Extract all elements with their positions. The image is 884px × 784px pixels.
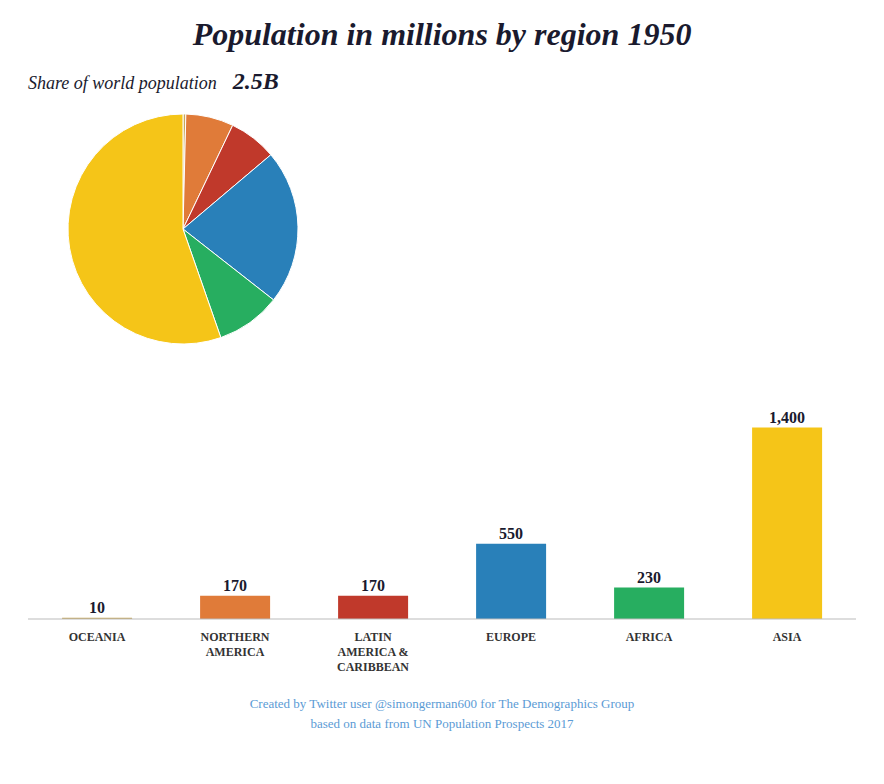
html-text:based on data from UN Populati: based on data from UN Population Prospec… bbox=[310, 716, 574, 731]
svg-text:230: 230 bbox=[637, 569, 661, 586]
svg-text:1,400: 1,400 bbox=[769, 409, 805, 426]
svg-text:NORTHERNAMERICA: NORTHERNAMERICA bbox=[201, 630, 270, 659]
svg-text:LATINAMERICA &CARIBBEAN: LATINAMERICA &CARIBBEAN bbox=[337, 630, 409, 674]
svg-text:OCEANIA: OCEANIA bbox=[69, 630, 126, 644]
svg-text:EUROPE: EUROPE bbox=[486, 630, 536, 644]
html-text:2.5B: 2.5B bbox=[232, 68, 279, 94]
svg-text:10: 10 bbox=[89, 599, 105, 616]
html-text:Share of world population: Share of world population bbox=[28, 73, 217, 93]
svg-text:AFRICA: AFRICA bbox=[626, 630, 673, 644]
html-text:Created by Twitter user @simon: Created by Twitter user @simongerman600 … bbox=[249, 696, 635, 711]
svg-text:ASIA: ASIA bbox=[773, 630, 802, 644]
svg-text:550: 550 bbox=[499, 525, 523, 542]
html-text:Population in millions by regi: Population in millions by region 1950 bbox=[192, 16, 692, 52]
svg-text:170: 170 bbox=[223, 577, 247, 594]
svg-text:170: 170 bbox=[361, 577, 385, 594]
